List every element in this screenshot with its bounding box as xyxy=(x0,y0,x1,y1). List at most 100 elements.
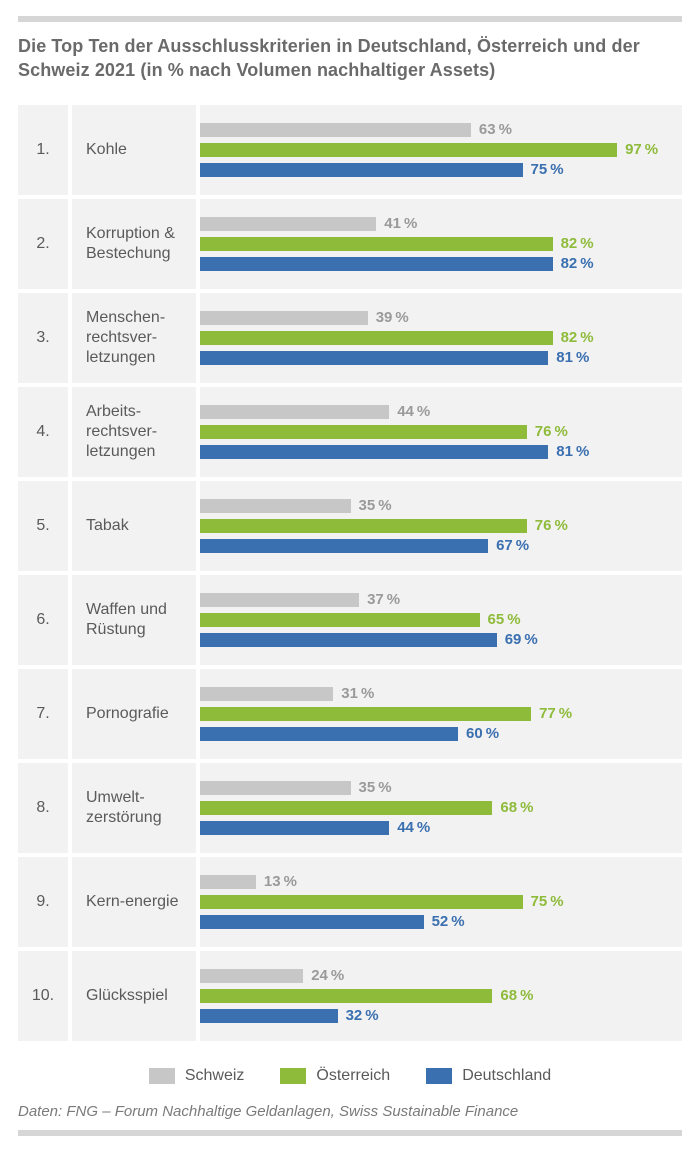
bars-cell: 44 %76 %81 % xyxy=(200,387,682,477)
legend-item-oesterreich: Österreich xyxy=(280,1067,390,1085)
legend-item-deutschland: Deutschland xyxy=(426,1067,551,1085)
bar-oesterreich: 76 % xyxy=(200,423,672,441)
bar-value-deutschland: 44 % xyxy=(397,819,430,836)
criterion-label: Glücksspiel xyxy=(72,951,196,1041)
bar-deutschland: 75 % xyxy=(200,161,672,179)
bar-value-deutschland: 32 % xyxy=(346,1007,379,1024)
chart-title: Die Top Ten der Ausschlusskriterien in D… xyxy=(18,34,682,83)
bars-cell: 31 % 77 % 60 % xyxy=(200,669,682,759)
rank-cell: 6. xyxy=(18,575,68,665)
bar-oesterreich: 77 % xyxy=(200,705,672,723)
bar-fill-oesterreich xyxy=(200,707,531,721)
bar-value-schweiz: 63 % xyxy=(479,121,512,138)
bar-fill-oesterreich xyxy=(200,989,492,1003)
rank-cell: 8. xyxy=(18,763,68,853)
bars-cell: 35 %76 %67 % xyxy=(200,481,682,571)
table-row: 7.Pornografie31 %77 %60 % xyxy=(18,669,682,759)
bars-cell: 13 %75 %52 % xyxy=(200,857,682,947)
bars-cell: 37 %65 %69 % xyxy=(200,575,682,665)
bar-fill-deutschland xyxy=(200,539,488,553)
bar-fill-deutschland xyxy=(200,257,553,271)
bar-oesterreich: 82 % xyxy=(200,329,672,347)
criterion-label: Kohle xyxy=(72,105,196,195)
bar-value-deutschland: 52 % xyxy=(432,913,465,930)
bars-cell: 39 % 82 % 81 % xyxy=(200,293,682,383)
bar-value-deutschland: 81 % xyxy=(556,349,589,366)
bar-value-schweiz: 44 % xyxy=(397,403,430,420)
legend-item-schweiz: Schweiz xyxy=(149,1067,245,1085)
bar-oesterreich: 75 % xyxy=(200,893,672,911)
bar-fill-schweiz xyxy=(200,593,359,607)
rank-cell: 7. xyxy=(18,669,68,759)
bar-schweiz: 39 % xyxy=(200,309,672,327)
table-row: 5.Tabak35 %76 %67 % xyxy=(18,481,682,571)
bar-fill-deutschland xyxy=(200,633,497,647)
bar-value-deutschland: 67 % xyxy=(496,537,529,554)
bar-value-schweiz: 31 % xyxy=(341,685,374,702)
bar-value-schweiz: 37 % xyxy=(367,591,400,608)
bar-value-oesterreich: 97 % xyxy=(625,141,658,158)
bar-value-deutschland: 82 % xyxy=(561,255,594,272)
bars-cell: 35 %68 %44 % xyxy=(200,763,682,853)
bar-value-oesterreich: 82 % xyxy=(561,329,594,346)
bar-fill-schweiz xyxy=(200,123,471,137)
bar-fill-oesterreich xyxy=(200,613,480,627)
bar-deutschland: 60 % xyxy=(200,725,672,743)
bar-fill-deutschland xyxy=(200,727,458,741)
bar-deutschland: 52 % xyxy=(200,913,672,931)
bar-value-schweiz: 24 % xyxy=(311,967,344,984)
table-row: 6.Waffen und Rüstung37 %65 %69 % xyxy=(18,575,682,665)
bar-schweiz: 24 % xyxy=(200,967,672,985)
bar-fill-schweiz xyxy=(200,969,303,983)
bar-value-schweiz: 35 % xyxy=(359,497,392,514)
criterion-label: Umwelt­zerstörung xyxy=(72,763,196,853)
bar-oesterreich: 82 % xyxy=(200,235,672,253)
bar-schweiz: 31 % xyxy=(200,685,672,703)
bar-value-schweiz: 39 % xyxy=(376,309,409,326)
criterion-label: Korruption & Beste­chung xyxy=(72,199,196,289)
bar-fill-schweiz xyxy=(200,217,376,231)
legend-swatch-deutschland xyxy=(426,1068,452,1084)
criterion-label: Tabak xyxy=(72,481,196,571)
bar-deutschland: 69 % xyxy=(200,631,672,649)
bar-fill-deutschland xyxy=(200,163,523,177)
table-row: 3.Menschen­rechtsver­letzungen39 %82 %81… xyxy=(18,293,682,383)
table-row: 9.Kern-ener­gie13 %75 %52 % xyxy=(18,857,682,947)
bar-value-oesterreich: 76 % xyxy=(535,423,568,440)
rank-cell: 2. xyxy=(18,199,68,289)
criterion-label: Kern-ener­gie xyxy=(72,857,196,947)
rank-cell: 1. xyxy=(18,105,68,195)
bar-schweiz: 35 % xyxy=(200,779,672,797)
bar-value-deutschland: 69 % xyxy=(505,631,538,648)
bars-cell: 41 % 82 % 82 % xyxy=(200,199,682,289)
bar-fill-deutschland xyxy=(200,445,548,459)
bar-schweiz: 44 % xyxy=(200,403,672,421)
bar-oesterreich: 97 % xyxy=(200,141,672,159)
bar-value-schweiz: 41 % xyxy=(384,215,417,232)
bar-fill-oesterreich xyxy=(200,331,553,345)
bar-schweiz: 37 % xyxy=(200,591,672,609)
criterion-label: Arbeits­rechtsver­letzungen xyxy=(72,387,196,477)
bar-value-oesterreich: 75 % xyxy=(531,893,564,910)
criterion-label: Waffen und Rüstung xyxy=(72,575,196,665)
legend-label: Schweiz xyxy=(185,1067,245,1085)
top-rule xyxy=(18,16,682,22)
criterion-label: Menschen­rechtsver­letzungen xyxy=(72,293,196,383)
bar-deutschland: 67 % xyxy=(200,537,672,555)
bar-schweiz: 35 % xyxy=(200,497,672,515)
table-row: 2.Korruption & Beste­chung 41 % 82 % 82 % xyxy=(18,199,682,289)
legend-label: Österreich xyxy=(316,1067,390,1085)
bar-schweiz: 41 % xyxy=(200,215,672,233)
bar-value-oesterreich: 77 % xyxy=(539,705,572,722)
bar-fill-schweiz xyxy=(200,875,256,889)
bar-oesterreich: 68 % xyxy=(200,987,672,1005)
bar-deutschland: 81 % xyxy=(200,349,672,367)
bar-value-deutschland: 60 % xyxy=(466,725,499,742)
bars-cell: 63 % 97 % 75 % xyxy=(200,105,682,195)
legend-swatch-oesterreich xyxy=(280,1068,306,1084)
rank-cell: 9. xyxy=(18,857,68,947)
table-row: 8.Umwelt­zerstörung35 %68 %44 % xyxy=(18,763,682,853)
bar-fill-oesterreich xyxy=(200,895,523,909)
chart-rows: 1.Kohle 63 % 97 % 75 % 2.Korruption & Beste­… xyxy=(18,105,682,1041)
legend-swatch-schweiz xyxy=(149,1068,175,1084)
